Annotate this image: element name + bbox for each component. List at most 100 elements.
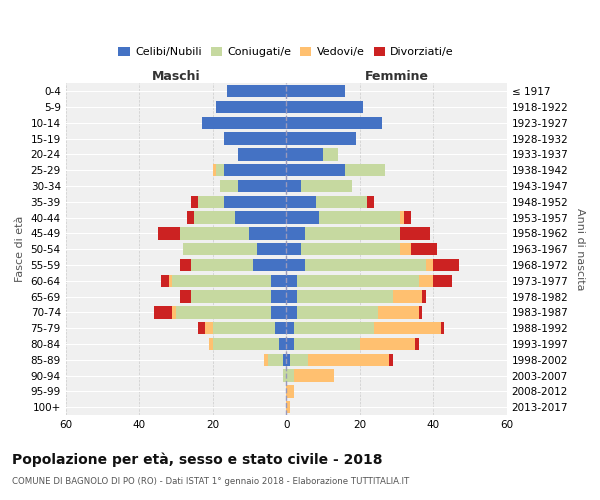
Bar [286, 180, 301, 192]
Bar [286, 85, 345, 98]
Bar [283, 354, 286, 366]
Bar [224, 164, 286, 176]
Bar [286, 354, 290, 366]
Bar [161, 274, 169, 287]
Bar [286, 228, 305, 239]
Bar [286, 401, 290, 413]
Bar [224, 132, 286, 145]
Bar [400, 212, 404, 224]
Y-axis label: Anni di nascita: Anni di nascita [575, 208, 585, 290]
Bar [224, 196, 286, 208]
Bar [191, 196, 198, 208]
Bar [411, 243, 437, 256]
Bar [286, 370, 293, 382]
Bar [179, 259, 191, 271]
Bar [419, 274, 433, 287]
Bar [286, 290, 297, 303]
Bar [367, 196, 374, 208]
Bar [275, 322, 286, 334]
Bar [212, 322, 275, 334]
Bar [378, 306, 419, 318]
Bar [286, 274, 297, 287]
Bar [191, 259, 253, 271]
Bar [323, 148, 338, 160]
Bar [286, 338, 293, 350]
Bar [227, 85, 286, 98]
Bar [194, 212, 235, 224]
Bar [253, 259, 286, 271]
Bar [301, 243, 400, 256]
Bar [172, 274, 271, 287]
Bar [271, 274, 286, 287]
Bar [419, 306, 422, 318]
Bar [290, 354, 308, 366]
Bar [293, 322, 374, 334]
Bar [187, 212, 194, 224]
Bar [316, 196, 367, 208]
Y-axis label: Fasce di età: Fasce di età [15, 216, 25, 282]
Bar [271, 290, 286, 303]
Bar [286, 101, 364, 113]
Bar [426, 259, 433, 271]
Bar [238, 148, 286, 160]
Bar [301, 180, 352, 192]
Bar [400, 228, 430, 239]
Bar [286, 259, 305, 271]
Bar [433, 274, 452, 287]
Bar [293, 370, 334, 382]
Bar [172, 306, 176, 318]
Bar [286, 322, 293, 334]
Bar [400, 243, 411, 256]
Bar [198, 196, 224, 208]
Bar [198, 322, 205, 334]
Bar [360, 338, 415, 350]
Bar [389, 354, 393, 366]
Bar [212, 338, 279, 350]
Bar [305, 259, 426, 271]
Text: Femmine: Femmine [364, 70, 428, 84]
Bar [250, 228, 286, 239]
Bar [217, 101, 286, 113]
Bar [158, 228, 179, 239]
Bar [297, 274, 419, 287]
Bar [191, 290, 271, 303]
Bar [440, 322, 444, 334]
Bar [179, 290, 191, 303]
Bar [286, 196, 316, 208]
Bar [415, 338, 419, 350]
Bar [286, 243, 301, 256]
Bar [183, 243, 257, 256]
Bar [212, 164, 217, 176]
Text: COMUNE DI BAGNOLO DI PO (RO) - Dati ISTAT 1° gennaio 2018 - Elaborazione TUTTITA: COMUNE DI BAGNOLO DI PO (RO) - Dati ISTA… [12, 478, 409, 486]
Bar [279, 338, 286, 350]
Bar [238, 180, 286, 192]
Text: Popolazione per età, sesso e stato civile - 2018: Popolazione per età, sesso e stato civil… [12, 452, 383, 467]
Bar [404, 212, 411, 224]
Bar [169, 274, 172, 287]
Bar [305, 228, 400, 239]
Bar [264, 354, 268, 366]
Bar [268, 354, 283, 366]
Bar [374, 322, 440, 334]
Bar [176, 306, 271, 318]
Bar [220, 180, 238, 192]
Bar [319, 212, 400, 224]
Bar [271, 306, 286, 318]
Bar [235, 212, 286, 224]
Bar [202, 116, 286, 129]
Bar [422, 290, 426, 303]
Bar [286, 306, 297, 318]
Bar [286, 116, 382, 129]
Text: Maschi: Maschi [152, 70, 200, 84]
Bar [286, 386, 293, 398]
Bar [297, 290, 393, 303]
Bar [154, 306, 172, 318]
Bar [286, 164, 345, 176]
Bar [308, 354, 389, 366]
Bar [257, 243, 286, 256]
Bar [286, 148, 323, 160]
Bar [293, 338, 360, 350]
Bar [283, 370, 286, 382]
Bar [393, 290, 422, 303]
Bar [297, 306, 378, 318]
